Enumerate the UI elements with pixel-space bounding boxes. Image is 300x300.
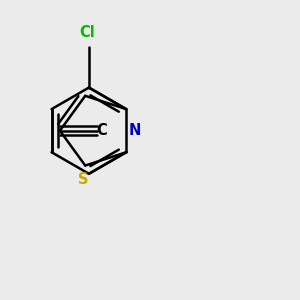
Text: C: C	[97, 123, 107, 138]
Text: N: N	[129, 123, 141, 138]
Text: S: S	[79, 172, 89, 187]
Text: Cl: Cl	[80, 25, 95, 40]
